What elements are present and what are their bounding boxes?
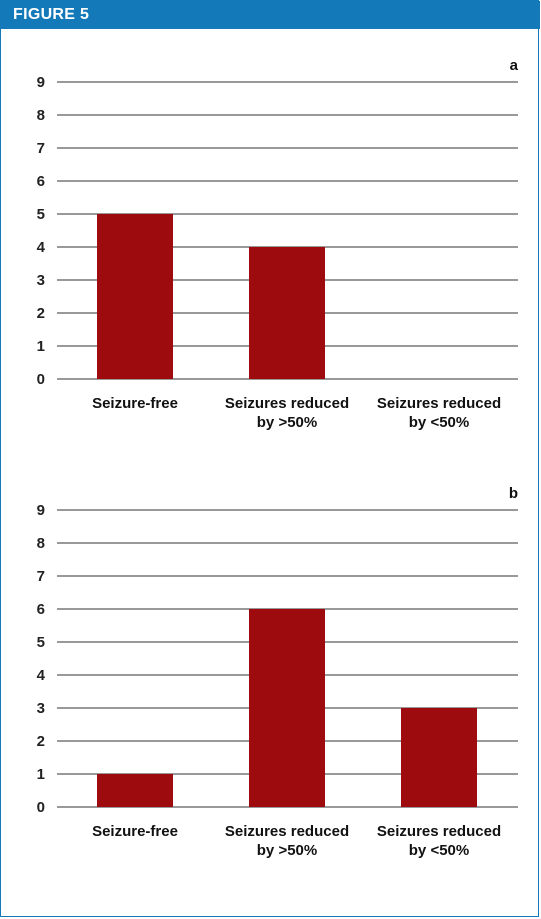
y-tick-label: 6	[37, 173, 45, 190]
y-tick-label: 0	[37, 799, 45, 816]
y-tick-label: 2	[37, 305, 45, 322]
category-label: by >50%	[257, 414, 317, 431]
y-tick-label: 9	[37, 74, 45, 91]
category-label: Seizures reduced	[225, 395, 349, 412]
y-tick-label: 3	[37, 700, 45, 717]
y-tick-label: 6	[37, 601, 45, 618]
category-label: by <50%	[409, 842, 469, 859]
y-tick-label: 1	[37, 766, 45, 783]
figure-header: FIGURE 5	[1, 1, 540, 29]
y-tick-label: 2	[37, 733, 45, 750]
y-tick-label: 5	[37, 206, 45, 223]
bar	[249, 609, 325, 807]
bar	[97, 774, 173, 807]
chart-b: b 0 1 2 3 4 5 6 7 8 9 Seizure-free Seizures reduced b…	[37, 485, 518, 859]
y-tick-label: 5	[37, 634, 45, 651]
y-tick-label: 7	[37, 568, 45, 585]
y-tick-label: 9	[37, 502, 45, 519]
y-tick-label: 8	[37, 107, 45, 124]
y-tick-label: 4	[37, 239, 46, 256]
bar	[401, 708, 477, 807]
y-tick-label: 3	[37, 272, 45, 289]
category-label: by <50%	[409, 414, 469, 431]
y-tick-label: 4	[37, 667, 46, 684]
y-tick-label: 1	[37, 338, 45, 355]
category-label: Seizures reduced	[377, 395, 501, 412]
category-label: Seizure-free	[92, 823, 178, 840]
bar	[249, 247, 325, 379]
figure-title: FIGURE 5	[13, 6, 90, 23]
chart-a: a 0 1 2 3 4 5 6 7 8 9 Seizure-free Seizures reduced b…	[37, 57, 519, 431]
category-label: Seizures reduced	[377, 823, 501, 840]
panel-label: b	[509, 485, 518, 502]
bar	[97, 214, 173, 379]
panel-label: a	[510, 57, 519, 74]
category-label: Seizures reduced	[225, 823, 349, 840]
category-label: by >50%	[257, 842, 317, 859]
y-tick-label: 0	[37, 371, 45, 388]
y-tick-label: 8	[37, 535, 45, 552]
y-tick-label: 7	[37, 140, 45, 157]
category-label: Seizure-free	[92, 395, 178, 412]
